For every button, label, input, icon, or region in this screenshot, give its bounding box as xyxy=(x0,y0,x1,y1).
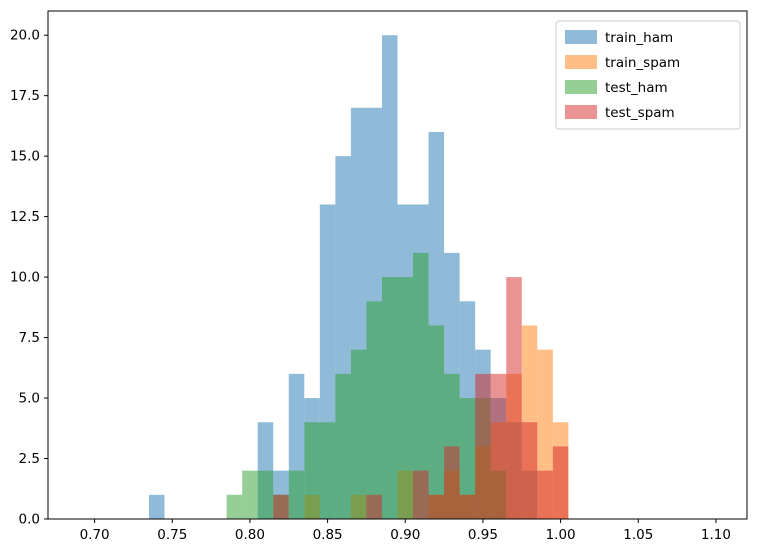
x-tick-label: 1.00 xyxy=(546,527,576,543)
hist-bar-test_ham xyxy=(459,398,476,519)
y-tick-label: 10.0 xyxy=(10,270,40,286)
legend-label-train_spam: train_spam xyxy=(605,55,680,71)
plot-border xyxy=(47,10,748,520)
hist-bar-test_spam xyxy=(366,494,382,519)
y-tick-label: 15.0 xyxy=(10,149,40,165)
hist-bar-test_ham xyxy=(335,373,351,519)
hist-bar-test_spam xyxy=(490,373,507,519)
series-test_ham xyxy=(226,252,507,519)
x-tick-label: 1.05 xyxy=(623,527,653,543)
hist-bar-test_ham xyxy=(350,349,367,519)
hist-bar-test_ham xyxy=(288,470,305,519)
y-tick-label: 17.5 xyxy=(10,88,40,104)
x-tick-label: 0.85 xyxy=(313,527,343,543)
legend: train_ham train_spam test_ham test_spam xyxy=(555,20,741,130)
hist-bar-test_spam xyxy=(552,446,569,519)
hist-bar-test_spam xyxy=(506,277,522,519)
y-tick-label: 0.0 xyxy=(19,512,40,528)
hist-bar-test_ham xyxy=(366,301,382,519)
hist-bar-test_ham xyxy=(304,422,320,519)
legend-label-train_ham: train_ham xyxy=(605,30,673,46)
legend-box xyxy=(555,20,741,130)
legend-swatch-train_spam xyxy=(565,55,597,69)
y-tick-label: 5.0 xyxy=(19,391,40,407)
legend-swatch-test_ham xyxy=(565,80,597,94)
hist-bar-test_spam xyxy=(273,494,289,519)
hist-bar-test_ham xyxy=(397,277,414,519)
series-test_spam xyxy=(273,277,569,519)
hist-bar-test_spam xyxy=(444,446,460,519)
y-tick-label: 7.5 xyxy=(19,330,40,346)
hist-bar-test_ham xyxy=(226,494,243,519)
x-tick-label: 0.90 xyxy=(390,527,420,543)
hist-bar-test_spam xyxy=(475,373,491,519)
y-tick-label: 2.5 xyxy=(19,451,40,467)
legend-label-test_spam: test_spam xyxy=(605,105,675,121)
hist-bar-test_ham xyxy=(319,422,336,519)
x-tick-label: 0.80 xyxy=(235,527,265,543)
legend-swatch-train_ham xyxy=(565,30,597,44)
hist-bar-test_spam xyxy=(413,470,429,519)
legend-label-test_ham: test_ham xyxy=(605,80,668,96)
x-tick-label: 0.75 xyxy=(157,527,187,543)
y-tick-label: 20.0 xyxy=(10,28,40,44)
hist-bar-test_ham xyxy=(257,470,274,519)
x-tick-label: 0.70 xyxy=(80,527,110,543)
hist-bar-test_ham xyxy=(381,277,398,519)
legend-swatch-test_spam xyxy=(565,105,597,119)
hist-bar-test_ham xyxy=(428,325,445,519)
hist-bar-test_spam xyxy=(428,494,445,519)
hist-bar-train_ham xyxy=(148,494,165,519)
hist-bar-test_spam xyxy=(537,470,553,519)
y-tick-label: 12.5 xyxy=(10,209,40,225)
x-tick-label: 0.95 xyxy=(468,527,498,543)
hist-bar-test_spam xyxy=(521,422,538,519)
hist-bar-test_ham xyxy=(413,252,429,519)
x-tick-label: 1.10 xyxy=(701,527,731,543)
hist-bar-test_ham xyxy=(242,470,258,519)
hist-bar-test_spam xyxy=(459,494,476,519)
